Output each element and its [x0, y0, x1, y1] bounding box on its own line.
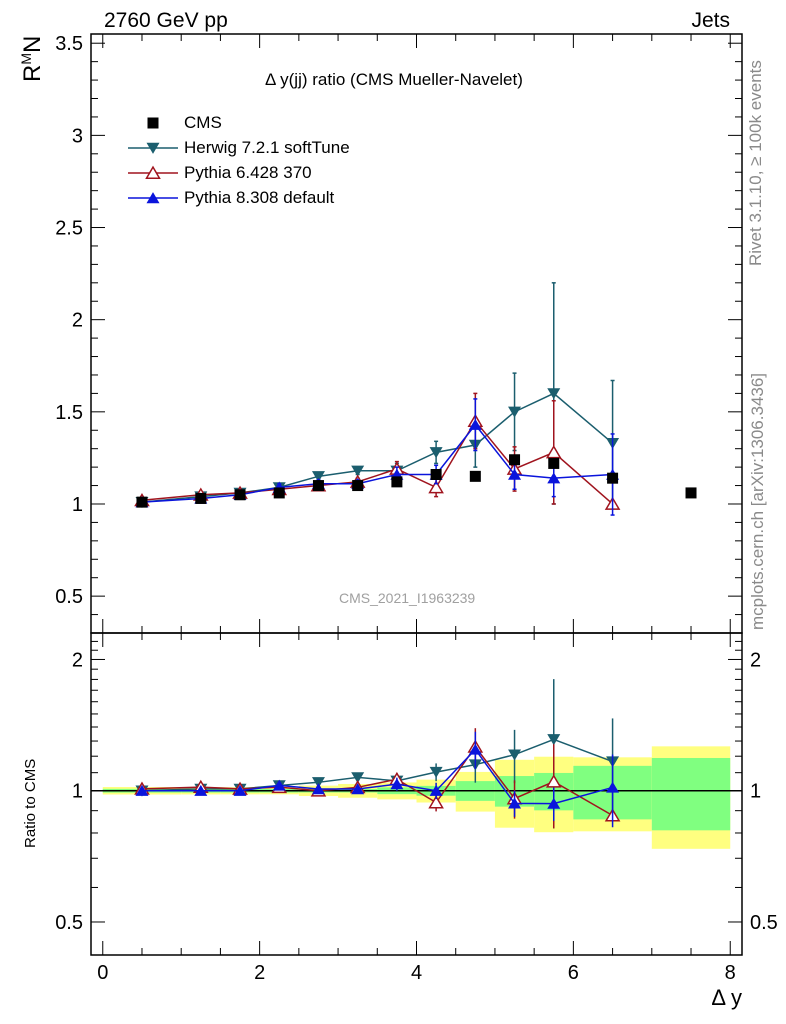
- ratio-axis-label-text: Ratio to CMS: [22, 758, 39, 848]
- data-point: [273, 487, 285, 499]
- legend-marker: [146, 192, 160, 204]
- ratio-series-point: [429, 784, 443, 796]
- ratio-series-point: [428, 795, 444, 809]
- legend-marker-cms: [147, 117, 159, 129]
- ratio-series-point: [606, 781, 620, 793]
- legend-marker: [146, 142, 160, 154]
- ratio-series-point: [390, 778, 404, 790]
- series-point: [351, 465, 365, 477]
- watermark: CMS_2021_I1963239: [339, 590, 476, 606]
- ratio-series-point: [547, 734, 561, 746]
- ratio-series-point: [233, 784, 247, 796]
- y-axis-label-sup: M: [18, 52, 34, 65]
- x-tick-label: 6: [568, 962, 579, 984]
- ratio-y-tick-label-right: 0.5: [750, 912, 778, 934]
- data-point: [430, 468, 442, 480]
- ratio-y-tick-label: 1: [72, 781, 83, 803]
- legend-marker: [145, 165, 161, 179]
- x-tick-label: 2: [254, 962, 265, 984]
- ratio-band-inner: [651, 757, 731, 831]
- legend-label: Herwig 7.2.1 softTune: [184, 138, 350, 157]
- ratio-series-point: [545, 774, 562, 788]
- ratio-series-point: [468, 743, 482, 755]
- series-point: [547, 472, 561, 484]
- series-point: [545, 445, 562, 459]
- ratio-series-point: [311, 783, 325, 795]
- y-axis-label: RMN: [18, 30, 46, 82]
- ratio-series-line: [141, 745, 613, 817]
- series-line: [141, 392, 614, 503]
- series-point: [547, 388, 561, 400]
- ratio-series-point: [547, 797, 561, 809]
- data-point: [312, 480, 324, 492]
- ratio-y-tick-label-right: 1: [750, 781, 761, 803]
- legend-label: Pythia 6.428 370: [184, 163, 312, 182]
- ratio-series-point: [272, 779, 286, 791]
- series-point: [311, 471, 325, 483]
- y-tick-label: 3: [72, 125, 83, 147]
- series-line: [141, 423, 613, 503]
- data-point: [469, 470, 481, 482]
- ratio-series-point: [135, 784, 149, 796]
- data-point: [136, 496, 148, 508]
- data-point: [607, 472, 619, 484]
- ratio-y-tick-label: 2: [72, 649, 83, 671]
- series-point: [508, 468, 522, 480]
- data-point: [685, 487, 697, 499]
- ratio-series-point: [194, 784, 208, 796]
- rivet-label: Rivet 3.1.10, ≥ 100k events: [746, 60, 765, 266]
- x-tick-label: 0: [97, 962, 108, 984]
- ratio-series-point: [508, 749, 522, 761]
- data-point: [234, 489, 246, 501]
- ratio-series-point: [351, 772, 365, 784]
- y-tick-label: 1.5: [55, 402, 83, 424]
- data-point: [352, 480, 364, 492]
- ratio-series-point: [351, 783, 365, 795]
- ratio-y-tick-label: 0.5: [55, 912, 83, 934]
- y-tick-label: 1: [72, 494, 83, 516]
- chart-title: Δ y(jj) ratio (CMS Mueller-Navelet): [265, 70, 523, 89]
- y-tick-label: 3.5: [55, 33, 83, 55]
- data-point: [548, 457, 560, 469]
- series-point: [508, 406, 522, 418]
- ratio-series-point: [508, 797, 522, 809]
- mcplots-label: mcplots.cern.ch [arXiv:1306.3436]: [748, 372, 767, 630]
- data-point: [195, 492, 207, 504]
- legend-label: Pythia 8.308 default: [184, 188, 335, 207]
- header-right: Jets: [691, 9, 730, 32]
- data-point: [391, 476, 403, 488]
- header-left: 2760 GeV pp: [104, 9, 228, 32]
- data-point: [509, 454, 521, 466]
- series-point: [428, 480, 444, 494]
- x-axis-label: Δ y: [711, 985, 742, 1010]
- ratio-series-line: [141, 748, 613, 805]
- y-axis-label-sub: N: [19, 35, 46, 53]
- ratio-series-point: [311, 777, 325, 789]
- y-tick-label: 0.5: [55, 586, 83, 608]
- legend-label: CMS: [184, 113, 222, 132]
- series-line: [141, 419, 614, 505]
- y-tick-label: 2.5: [55, 218, 83, 240]
- ratio-y-tick-label-right: 2: [750, 649, 761, 671]
- series-point: [429, 447, 443, 459]
- y-axis-label-main: R: [19, 64, 46, 82]
- y-tick-label: 2: [72, 310, 83, 332]
- x-tick-label: 4: [411, 962, 422, 984]
- ratio-series-point: [429, 766, 443, 778]
- x-tick-label: 8: [725, 962, 736, 984]
- series-point: [468, 418, 482, 430]
